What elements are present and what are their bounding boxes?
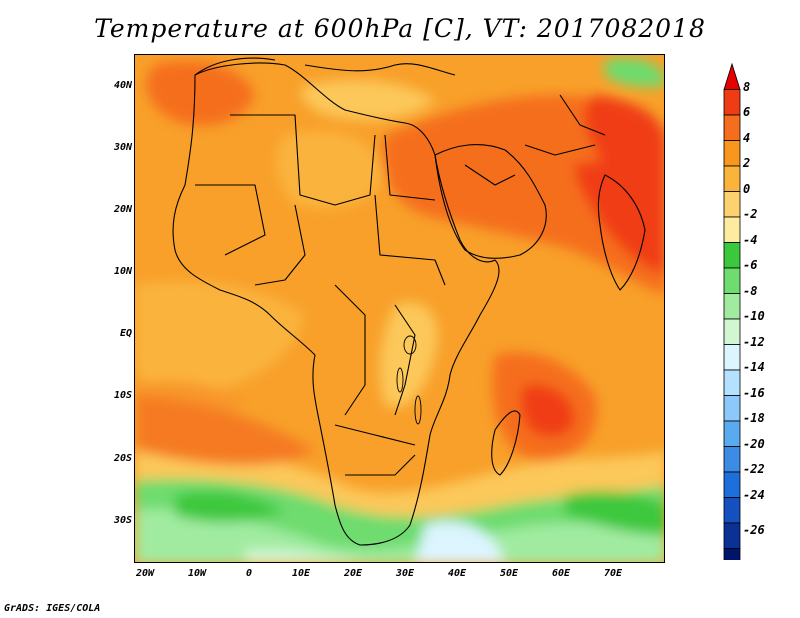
colorbar-label-4: 4: [743, 131, 751, 145]
lat-label-40n: 40N: [113, 80, 132, 91]
colorbar-segment: [723, 471, 741, 498]
lon-label-60e: 60E: [551, 568, 571, 579]
colorbar-label-6: 6: [743, 105, 751, 119]
colorbar-segment: [723, 369, 741, 396]
colorbar-label-m12: -12: [743, 335, 765, 349]
colorbar-label-m20: -20: [743, 437, 765, 451]
colorbar-segment: [723, 267, 741, 294]
colorbar-label-m26: -26: [743, 523, 765, 537]
colorbar-label-m6: -6: [743, 258, 758, 272]
colorbar: [723, 62, 741, 560]
colorbar-segment: [723, 191, 741, 218]
colorbar-segment: [723, 140, 741, 167]
colorbar-segment: [723, 522, 741, 549]
colorbar-label-m18: -18: [743, 411, 765, 425]
colorbar-segment: [723, 165, 741, 192]
colorbar-segment: [723, 497, 741, 524]
lon-label-20e: 20E: [343, 568, 363, 579]
lon-label-0: 0: [245, 568, 253, 579]
lat-label-eq: EQ: [119, 328, 132, 339]
colorbar-label-2: 2: [743, 156, 751, 170]
colorbar-segment: [723, 420, 741, 447]
lat-label-10n: 10N: [113, 266, 132, 277]
lat-label-30n: 30N: [113, 142, 132, 153]
colorbar-label-8: 8: [743, 80, 751, 94]
colorbar-label-m24: -24: [743, 488, 765, 502]
colorbar-label-m4: -4: [743, 233, 758, 247]
colorbar-segment: [723, 395, 741, 422]
colorbar-segment: [723, 114, 741, 141]
colorbar-label-m8: -8: [743, 284, 758, 298]
lon-label-70e: 70E: [603, 568, 623, 579]
colorbar-segment: [723, 216, 741, 243]
lon-label-50e: 50E: [499, 568, 519, 579]
colorbar-segment: [723, 446, 741, 473]
colorbar-segment: [723, 293, 741, 320]
lon-label-40e: 40E: [447, 568, 467, 579]
colorbar-label-m16: -16: [743, 386, 765, 400]
lon-label-20w: 20W: [135, 568, 155, 579]
lat-label-10s: 10S: [113, 390, 132, 401]
colorbar-label-m2: -2: [743, 207, 758, 221]
lat-label-20s: 20S: [113, 453, 132, 464]
colorbar-segment: [723, 89, 741, 116]
colorbar-segment: [723, 318, 741, 345]
lon-label-10e: 10E: [291, 568, 311, 579]
colorbar-label-0: 0: [743, 182, 751, 196]
lon-label-10w: 10W: [187, 568, 207, 579]
colorbar-label-m14: -14: [743, 360, 765, 374]
credit-text: GrADS: IGES/COLA: [4, 603, 101, 614]
lon-label-30e: 30E: [395, 568, 415, 579]
lat-label-30s: 30S: [113, 515, 132, 526]
lat-label-20n: 20N: [113, 204, 132, 215]
colorbar-label-m10: -10: [743, 309, 765, 323]
colorbar-segment: [723, 242, 741, 269]
colorbar-segment: [723, 548, 741, 560]
temperature-map: [134, 54, 665, 563]
map-title: Temperature at 600hPa [C], VT: 201708201…: [94, 14, 706, 43]
colorbar-segment: [723, 344, 741, 371]
colorbar-label-m22: -22: [743, 462, 765, 476]
colorbar-top-arrow: [723, 62, 741, 90]
